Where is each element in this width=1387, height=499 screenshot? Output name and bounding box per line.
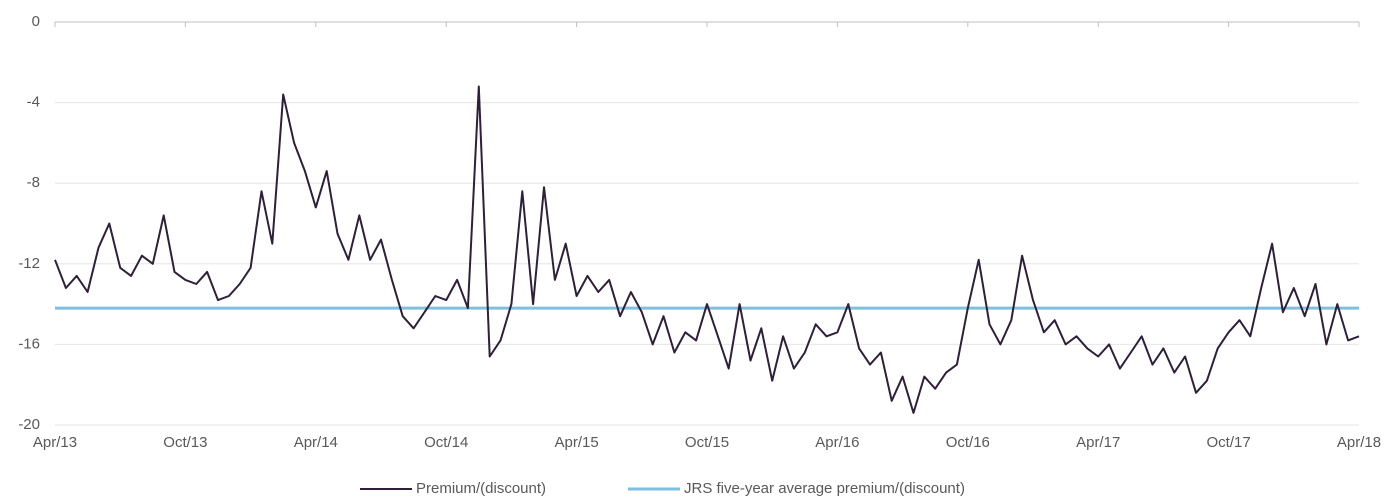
x-tick-label: Oct/16 — [946, 434, 990, 451]
x-tick-label: Oct/17 — [1207, 434, 1251, 451]
x-tick-label: Oct/14 — [424, 434, 468, 451]
y-tick-label: -4 — [27, 94, 40, 111]
y-tick-label: -16 — [18, 335, 40, 352]
y-tick-label: -20 — [18, 416, 40, 433]
series-line — [54, 85, 1360, 414]
x-tick-label: Apr/17 — [1076, 434, 1120, 451]
x-tick-label: Apr/13 — [33, 434, 77, 451]
x-tick-label: Apr/18 — [1337, 434, 1381, 451]
x-tick-label: Apr/15 — [554, 434, 598, 451]
x-tick-label: Apr/16 — [815, 434, 859, 451]
legend-label: Premium/(discount) — [416, 480, 546, 497]
x-tick-label: Apr/14 — [294, 434, 338, 451]
y-tick-label: -12 — [18, 255, 40, 272]
legend-label: JRS five-year average premium/(discount) — [684, 480, 965, 497]
y-tick-label: 0 — [32, 13, 40, 30]
y-tick-label: -8 — [27, 174, 40, 191]
x-tick-label: Oct/13 — [163, 434, 207, 451]
x-tick-label: Oct/15 — [685, 434, 729, 451]
